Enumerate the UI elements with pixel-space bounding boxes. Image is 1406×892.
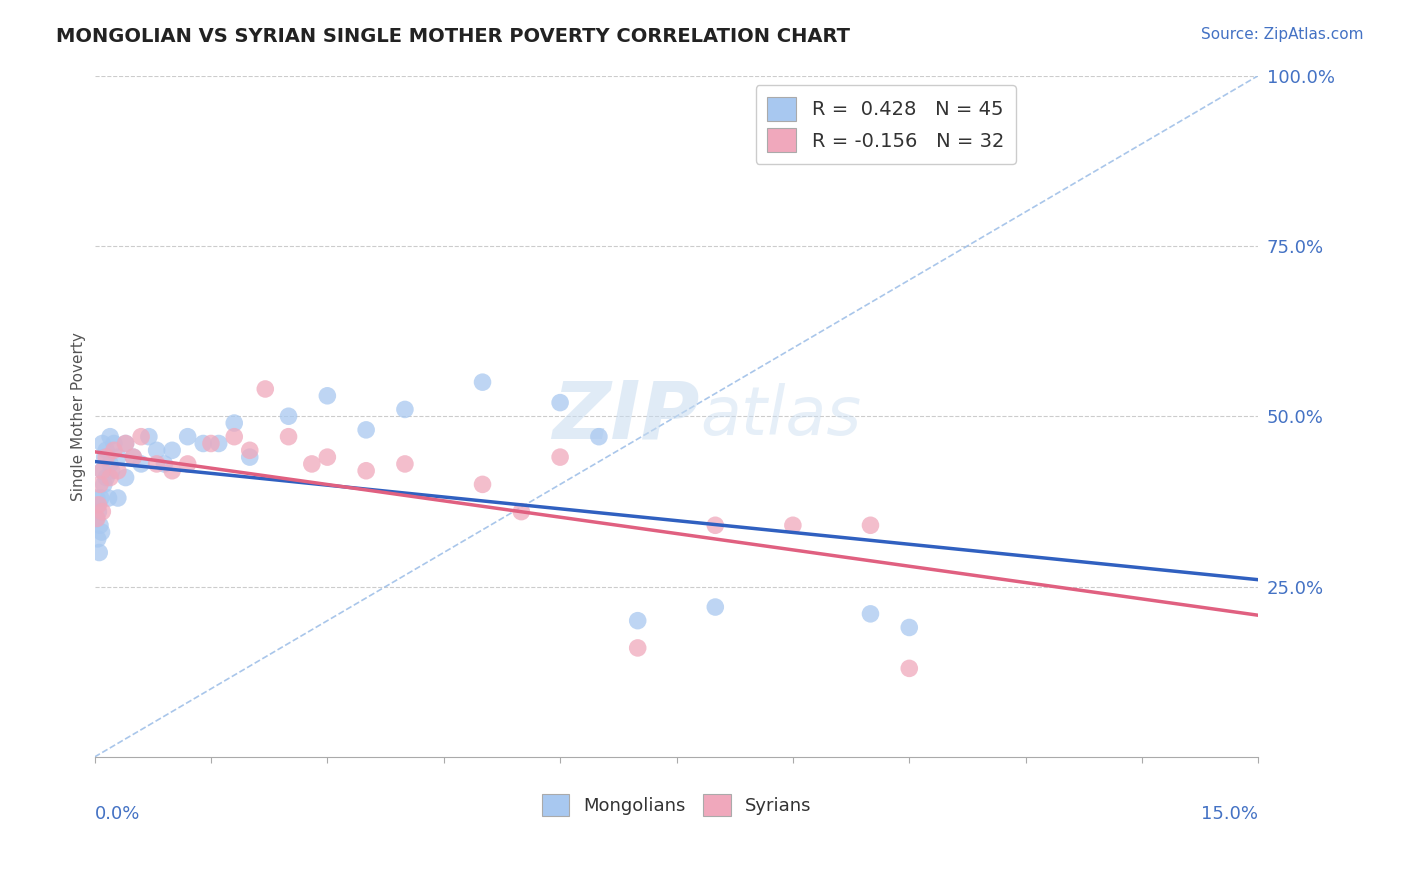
Point xyxy=(471,477,494,491)
Point xyxy=(627,640,650,655)
Point xyxy=(859,518,882,533)
Point xyxy=(129,430,152,444)
Point xyxy=(86,491,108,505)
Y-axis label: Single Mother Poverty: Single Mother Poverty xyxy=(72,332,86,500)
Point xyxy=(122,450,145,464)
Text: 0.0%: 0.0% xyxy=(94,805,141,822)
Point xyxy=(239,450,262,464)
Point xyxy=(86,532,108,546)
Point xyxy=(114,436,136,450)
Point xyxy=(354,464,377,478)
Point xyxy=(316,450,339,464)
Point xyxy=(145,443,167,458)
Point xyxy=(277,409,299,424)
Point xyxy=(145,457,167,471)
Point xyxy=(114,436,136,450)
Point xyxy=(107,450,129,464)
Point xyxy=(588,430,610,444)
Point xyxy=(103,443,125,458)
Point xyxy=(138,430,160,444)
Point xyxy=(98,457,121,471)
Point xyxy=(103,436,125,450)
Point xyxy=(160,464,183,478)
Point xyxy=(301,457,323,471)
Point xyxy=(153,457,176,471)
Point xyxy=(160,443,183,458)
Point xyxy=(200,436,222,450)
Point xyxy=(176,430,198,444)
Point xyxy=(90,525,112,540)
Point xyxy=(100,464,122,478)
Point xyxy=(98,430,121,444)
Point xyxy=(704,518,727,533)
Point xyxy=(548,450,571,464)
Point xyxy=(107,491,129,505)
Point xyxy=(96,450,118,464)
Point xyxy=(86,511,108,525)
Point xyxy=(898,661,921,675)
Text: atlas: atlas xyxy=(700,384,860,450)
Point xyxy=(224,416,246,430)
Point xyxy=(859,607,882,621)
Point xyxy=(91,464,114,478)
Point xyxy=(96,470,118,484)
Point xyxy=(208,436,231,450)
Point xyxy=(91,464,114,478)
Point xyxy=(176,457,198,471)
Point xyxy=(96,443,118,458)
Point xyxy=(277,430,299,444)
Point xyxy=(91,436,114,450)
Point xyxy=(89,477,111,491)
Point xyxy=(394,402,416,417)
Point xyxy=(510,505,533,519)
Point xyxy=(239,443,262,458)
Point xyxy=(224,430,246,444)
Point xyxy=(254,382,277,396)
Point xyxy=(98,470,121,484)
Point xyxy=(548,395,571,409)
Point xyxy=(87,505,110,519)
Point xyxy=(782,518,804,533)
Point xyxy=(898,620,921,634)
Point xyxy=(627,614,650,628)
Legend: Mongolians, Syrians: Mongolians, Syrians xyxy=(534,787,818,823)
Point xyxy=(193,436,215,450)
Point xyxy=(93,477,115,491)
Point xyxy=(91,505,114,519)
Point xyxy=(84,511,107,525)
Point xyxy=(122,450,145,464)
Point xyxy=(129,457,152,471)
Point xyxy=(114,470,136,484)
Point xyxy=(89,518,111,533)
Point xyxy=(316,389,339,403)
Point xyxy=(394,457,416,471)
Text: ZIP: ZIP xyxy=(553,377,700,455)
Point xyxy=(704,600,727,615)
Point xyxy=(97,491,120,505)
Point xyxy=(87,498,110,512)
Text: 15.0%: 15.0% xyxy=(1201,805,1258,822)
Point xyxy=(107,464,129,478)
Point xyxy=(354,423,377,437)
Point xyxy=(89,545,111,559)
Text: MONGOLIAN VS SYRIAN SINGLE MOTHER POVERTY CORRELATION CHART: MONGOLIAN VS SYRIAN SINGLE MOTHER POVERT… xyxy=(56,27,851,45)
Point xyxy=(90,491,112,505)
Point xyxy=(93,450,115,464)
Point xyxy=(471,375,494,389)
Text: Source: ZipAtlas.com: Source: ZipAtlas.com xyxy=(1201,27,1364,42)
